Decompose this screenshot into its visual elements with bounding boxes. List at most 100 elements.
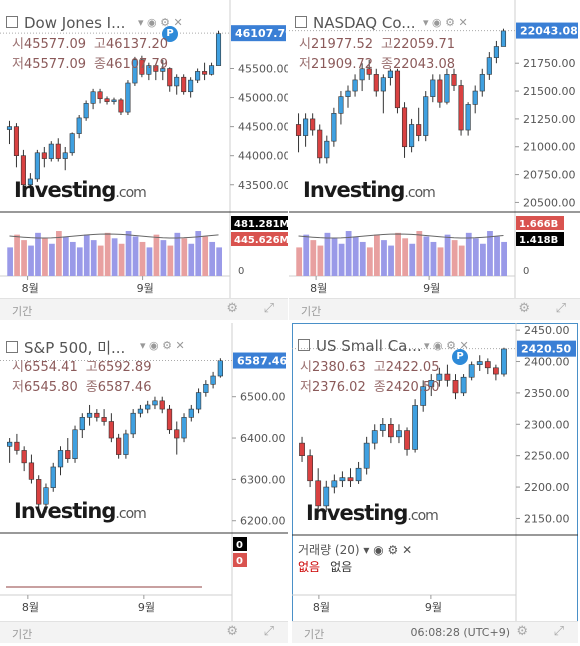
- volume-bar: [62, 236, 69, 276]
- candle-body: [444, 74, 450, 103]
- settings-gear-icon[interactable]: ⚙: [516, 624, 528, 639]
- volume-none-red: 없음: [298, 560, 321, 574]
- candle-body: [363, 442, 370, 469]
- period-button[interactable]: 기간: [301, 305, 322, 318]
- volume-bar: [49, 243, 55, 276]
- period-button[interactable]: 기간: [12, 628, 33, 641]
- volume-bar: [458, 245, 465, 276]
- candle-body: [90, 91, 96, 104]
- volume-bar: [181, 238, 188, 276]
- collapse-box-icon[interactable]: [6, 16, 18, 28]
- volume-bar: [111, 238, 118, 276]
- legend-high-value: 22059.71: [392, 37, 455, 52]
- candle-body: [388, 423, 394, 438]
- legend-open-value: 45577.09: [23, 37, 86, 52]
- chart-panel-dow[interactable]: 45500.00 45000.00 44500.00 44000.00 43500.00…: [0, 0, 288, 320]
- legend-open-key: 시: [299, 37, 311, 52]
- volume-bar: [338, 243, 345, 276]
- volume-bar: [374, 234, 380, 276]
- candle-body: [13, 126, 19, 156]
- settings-gear-icon[interactable]: ⚙: [226, 301, 238, 316]
- candle-body: [359, 68, 365, 81]
- expand-icon[interactable]: ⤢: [553, 624, 564, 639]
- chart-title[interactable]: Dow Jones I...: [6, 14, 136, 32]
- candle-body: [323, 486, 330, 507]
- chart-footer: 기간 ⚙ ⤢: [0, 621, 288, 643]
- chart-footer: 기간 ⚙ ⤢: [289, 298, 580, 320]
- candle-body: [493, 367, 499, 375]
- volume-bar: [188, 243, 195, 276]
- y-tick-label: 21000.00: [523, 141, 576, 154]
- last-price-label: 2420.50: [521, 343, 571, 356]
- chart-title[interactable]: S&P 500, 미...: [6, 337, 138, 358]
- series-controls[interactable]: ▾ ◉ ⚙ ✕: [423, 16, 468, 29]
- volume-bar: [402, 238, 409, 276]
- expand-icon[interactable]: ⤢: [263, 624, 274, 639]
- candle-body: [146, 65, 152, 75]
- candle-body: [339, 477, 346, 482]
- candle-body: [7, 441, 13, 447]
- collapse-box-icon[interactable]: [6, 341, 18, 353]
- candle-body: [347, 477, 354, 482]
- volume-tag-label: 481.281M: [234, 219, 288, 230]
- legend-high-key: 고: [94, 37, 106, 52]
- series-controls[interactable]: ▾ ◉ ⚙ ✕: [140, 339, 185, 352]
- y-tick-label: 2150.00: [524, 512, 570, 525]
- settings-gear-icon[interactable]: ⚙: [226, 624, 238, 639]
- candle-body: [137, 408, 144, 414]
- candle-body: [195, 71, 201, 81]
- x-tick-label: 9월: [423, 282, 440, 295]
- volume-ma-line: [9, 233, 219, 239]
- candle-body: [36, 479, 42, 505]
- expand-icon[interactable]: ⤢: [555, 301, 566, 316]
- volume-bar: [97, 245, 104, 276]
- period-button[interactable]: 기간: [304, 628, 325, 641]
- candle-body: [174, 76, 180, 87]
- chart-panel-nasdaq[interactable]: 21750.00 21500.00 21250.00 21000.00 20750.00…: [289, 0, 580, 320]
- legend-low-value: 45577.09: [23, 57, 86, 72]
- candle-body: [76, 117, 82, 134]
- collapse-box-icon[interactable]: [298, 339, 310, 351]
- ohlc-legend: 시6554.41 고6592.89 저6545.80 종6587.46: [12, 358, 159, 398]
- settings-gear-icon[interactable]: ⚙: [518, 301, 530, 316]
- candle-body: [401, 107, 408, 148]
- last-price-label: 6587.46: [237, 355, 287, 368]
- series-controls[interactable]: ▾ ◉ ⚙ ✕: [424, 339, 469, 352]
- legend-close-value: 22043.08: [392, 57, 455, 72]
- chart-title[interactable]: US Small Ca...: [298, 337, 422, 355]
- volume-none: 없음: [330, 560, 353, 574]
- candle-body: [48, 143, 54, 159]
- candle-body: [451, 74, 457, 86]
- p-badge-icon[interactable]: P: [162, 26, 178, 42]
- last-price-label: 22043.08: [520, 25, 578, 38]
- candle-body: [315, 480, 322, 507]
- chart-panel-russell[interactable]: 2450.00 2400.00 2350.00 2300.00 2250.00 2200.…: [292, 323, 578, 643]
- series-controls[interactable]: ▾ ◉ ⚙ ✕: [138, 16, 183, 29]
- chart-footer: 기간 ⚙ ⤢: [0, 298, 288, 320]
- candle-body: [210, 375, 216, 385]
- chart-panel-sp500[interactable]: 6500.00 6400.00 6300.00 6200.00 6587.46 Inves…: [0, 323, 288, 643]
- volume-bar: [209, 241, 216, 276]
- expand-icon[interactable]: ⤢: [263, 301, 274, 316]
- candle-body: [324, 140, 330, 159]
- y-tick-label: 6400.00: [240, 432, 286, 445]
- chart-title[interactable]: NASDAQ Co...: [295, 14, 421, 32]
- collapse-box-icon[interactable]: [295, 16, 307, 28]
- y-tick-label: 45500.00: [238, 63, 288, 76]
- volume-bar: [28, 245, 34, 276]
- y-tick-label: 2300.00: [524, 418, 570, 431]
- candle-body: [83, 103, 89, 119]
- chart-title-text: S&P 500, 미...: [24, 339, 126, 357]
- candle-body: [132, 59, 138, 84]
- period-button[interactable]: 기간: [12, 305, 33, 318]
- volume-bar: [303, 234, 310, 276]
- x-tick-label: 8월: [22, 282, 39, 295]
- p-badge-icon[interactable]: P: [452, 349, 468, 365]
- volume-bar: [76, 247, 83, 276]
- ohlc-legend: 시21977.52 고22059.71 저21909.72 종22043.08: [299, 35, 463, 75]
- y-tick-label: 20750.00: [523, 169, 576, 182]
- candle-body: [195, 392, 202, 410]
- candle-body: [436, 373, 443, 381]
- legend-open-key: 시: [12, 360, 24, 375]
- volume-bar: [423, 236, 430, 276]
